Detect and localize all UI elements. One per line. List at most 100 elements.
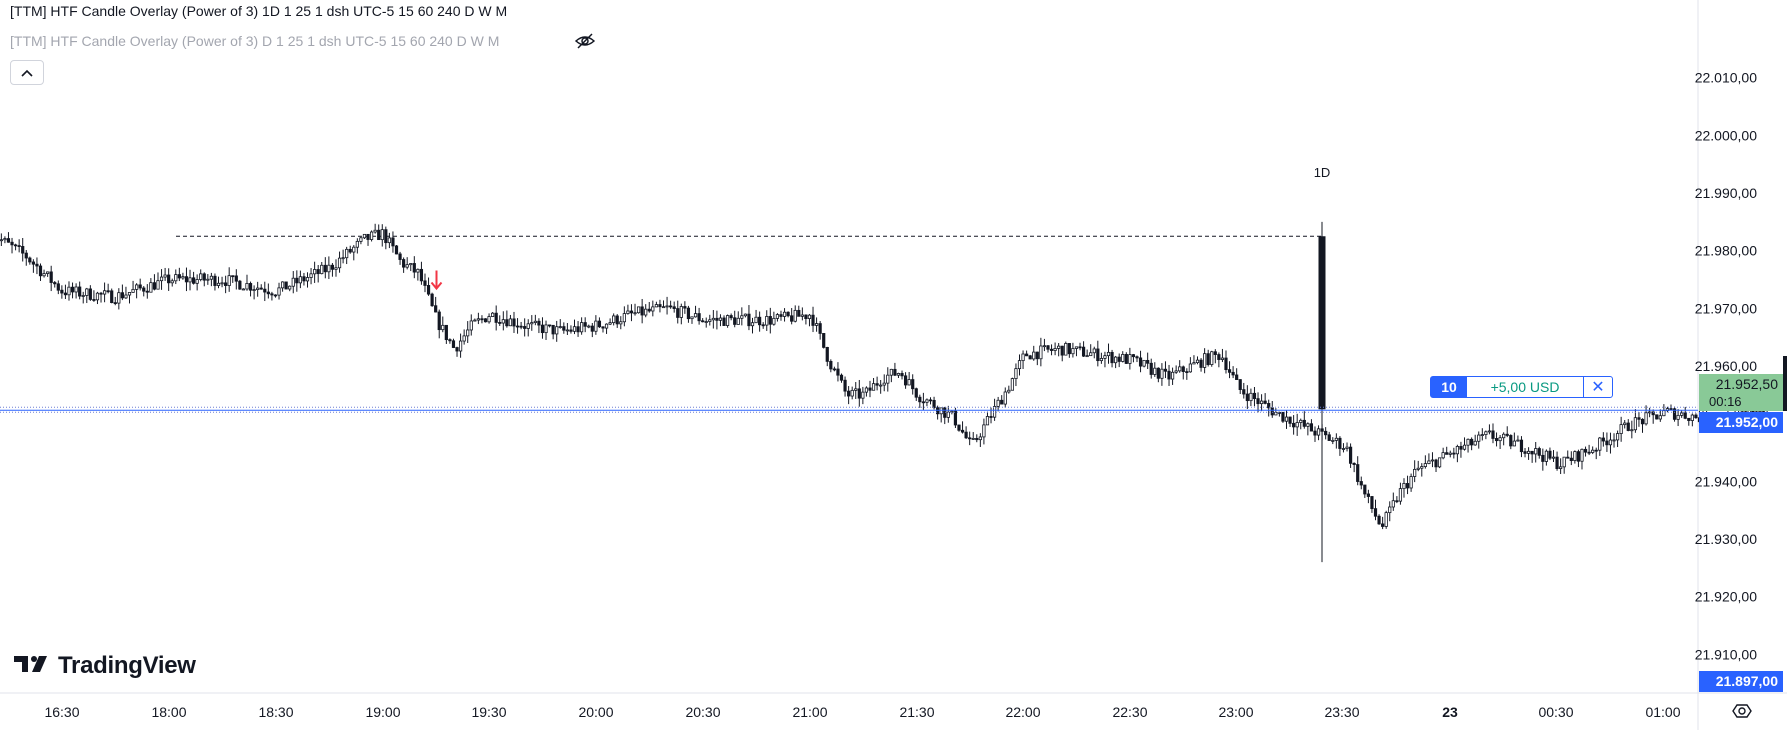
candle-body: [1060, 345, 1064, 356]
candle-body: [1388, 506, 1392, 514]
candle-body: [88, 288, 92, 300]
candle-body: [1220, 357, 1225, 360]
candle-body: [832, 368, 836, 371]
candle-body: [1096, 348, 1100, 362]
candle-body: [797, 309, 801, 317]
candle-body: [658, 304, 662, 308]
candle-body: [224, 282, 228, 286]
x-tick-label: 20:30: [685, 704, 720, 720]
time-axis[interactable]: 16:30 18:00 18:30 19:00 19:30 20:00 20:30 21:00…: [44, 704, 1680, 720]
candle-body: [1427, 460, 1431, 464]
candle-body: [441, 324, 445, 331]
candle-body: [1523, 451, 1527, 454]
order-quantity[interactable]: 10: [1431, 377, 1467, 397]
candle-body: [1591, 449, 1595, 453]
candle-body: [1021, 353, 1025, 362]
candle-body: [946, 411, 950, 418]
collapse-legend-button[interactable]: [10, 60, 44, 85]
candle-body: [982, 424, 986, 438]
candle-body: [1509, 435, 1513, 447]
candle-body: [409, 263, 413, 266]
price-axis[interactable]: 22.010,00 22.000,00 21.990,00 21.980,00 21.9…: [1695, 70, 1757, 663]
candle-body: [13, 244, 18, 247]
candle-body: [544, 324, 548, 334]
candle-body: [241, 288, 246, 291]
candle-body: [1302, 419, 1306, 427]
candle-body: [1676, 414, 1680, 420]
close-icon[interactable]: ✕: [1591, 379, 1605, 396]
candle-body: [1327, 434, 1331, 441]
candle-body: [1434, 459, 1438, 468]
candle-body: [743, 313, 747, 317]
x-tick-label: 18:30: [258, 704, 293, 720]
candle-body: [380, 229, 384, 241]
candle-body: [594, 320, 598, 332]
settings-icon[interactable]: [1730, 699, 1754, 723]
candle-body: [102, 290, 107, 295]
candle-body: [971, 438, 975, 440]
candle-body: [366, 233, 370, 240]
x-tick-label: 16:30: [44, 704, 79, 720]
candle-body: [1370, 496, 1374, 510]
tradingview-logo[interactable]: TradingView: [14, 652, 196, 680]
candle-body: [309, 273, 313, 278]
candle-body: [782, 311, 787, 317]
candle-body: [1121, 354, 1125, 362]
candle-body: [1156, 367, 1160, 379]
candle-body: [540, 324, 545, 334]
candle-body: [1544, 450, 1548, 462]
candle-body: [729, 315, 733, 319]
candle-body: [188, 277, 192, 283]
candle-body: [619, 321, 623, 325]
candle-body: [1025, 353, 1029, 357]
candle-body: [1331, 440, 1335, 442]
candle-body: [252, 289, 256, 291]
order-price-tag: [1699, 412, 1783, 433]
candle-body: [209, 275, 213, 280]
candle-body: [1217, 354, 1221, 360]
candle-body: [1010, 378, 1014, 391]
candle-body: [1694, 414, 1698, 419]
candle-body: [733, 317, 737, 325]
candle-body: [476, 318, 480, 321]
candle-body: [608, 322, 612, 325]
candle-body: [1067, 343, 1071, 355]
indicator-legend-primary[interactable]: [TTM] HTF Candle Overlay (Power of 3) 1D…: [10, 3, 508, 19]
candle-body: [1462, 444, 1467, 450]
candle-body: [1345, 446, 1349, 449]
indicator-legend-hidden[interactable]: [TTM] HTF Candle Overlay (Power of 3) D …: [10, 33, 500, 49]
eye-slash-icon[interactable]: [574, 32, 596, 50]
candle-body: [1555, 456, 1559, 469]
candle-body: [1559, 466, 1563, 469]
position-order-widget[interactable]: 10 +5,00 USD ✕: [1430, 376, 1613, 398]
candle-body: [1623, 422, 1627, 426]
candle-body: [1583, 448, 1588, 453]
candle-body: [661, 306, 666, 309]
candle-body: [1281, 411, 1285, 422]
candle-body: [402, 259, 406, 268]
candle-body: [498, 322, 502, 324]
candle-body: [558, 326, 562, 328]
candle-body: [231, 275, 235, 278]
candle-body: [765, 316, 769, 326]
candle-body: [1042, 345, 1047, 348]
candle-body: [106, 290, 110, 293]
candle-body: [629, 310, 634, 314]
candle-body: [1356, 464, 1360, 482]
candle-body: [416, 268, 420, 273]
candle-body: [704, 321, 708, 323]
candle-body: [1092, 348, 1096, 354]
candle-body: [918, 396, 922, 403]
candle-body: [1537, 448, 1541, 456]
candle-body: [1195, 359, 1200, 364]
candle-body: [1619, 424, 1623, 434]
candle-body: [1124, 354, 1128, 364]
candle-body: [1149, 362, 1153, 375]
candle-body: [975, 438, 979, 441]
candle-body: [1605, 440, 1609, 446]
candle-body: [1114, 356, 1118, 364]
candle-body: [921, 401, 925, 404]
candle-body: [882, 382, 886, 386]
candle-body: [277, 287, 281, 296]
